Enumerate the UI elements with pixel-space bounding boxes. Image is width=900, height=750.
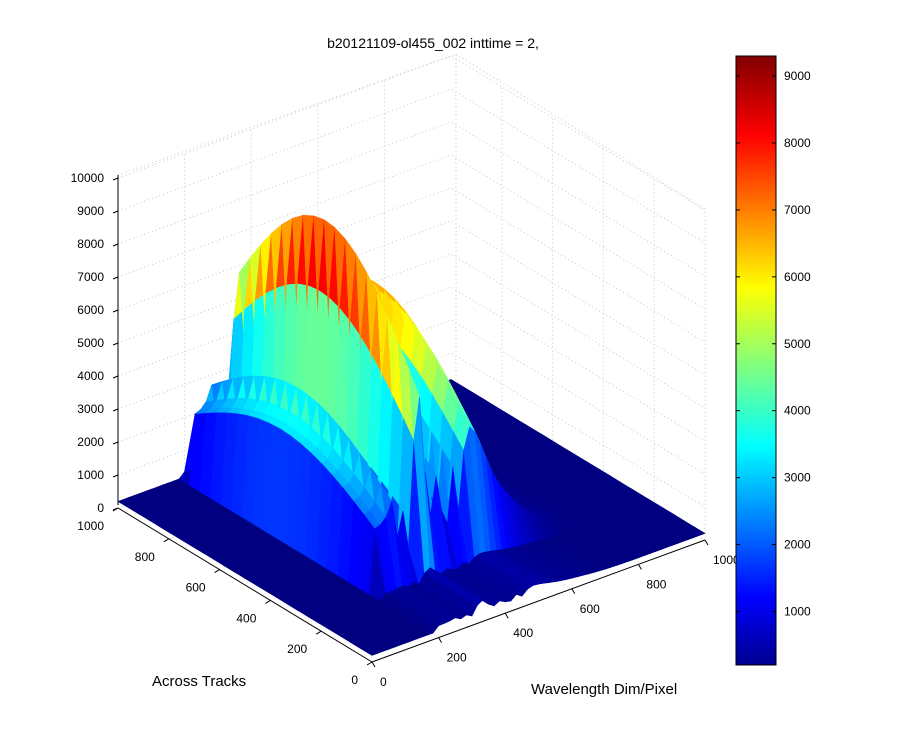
y-axis-line (117, 507, 373, 663)
z-tick-mark (112, 210, 119, 214)
y-tick-mark (366, 661, 373, 666)
x-tick-label: 400 (513, 626, 533, 640)
axes (117, 175, 706, 663)
z-tick-label: 9000 (77, 204, 104, 218)
z-tick-label: 1000 (77, 468, 104, 482)
z-tick-mark (112, 375, 119, 379)
colorbar-gradient (735, 55, 777, 666)
y-tick-label: 1000 (77, 519, 104, 533)
y-tick-mark (265, 599, 271, 604)
colorbar-tick-label: 8000 (784, 136, 811, 150)
y-tick-mark (112, 507, 119, 512)
z-tick-mark (112, 309, 119, 313)
colorbar-tick-label: 4000 (784, 404, 811, 418)
colorbar-ticks: 1000 2000 3000 4000 5000 6000 7000 8000 9000 (736, 69, 811, 618)
z-tick-mark (112, 276, 119, 280)
surface-patch (688, 526, 706, 536)
y-tick-label: 600 (186, 581, 206, 595)
x-tick-label: 800 (646, 577, 666, 591)
x-tick-label: 200 (447, 651, 467, 665)
z-tick-label: 7000 (77, 270, 104, 284)
colorbar-tick-label: 3000 (784, 471, 811, 485)
x-tick-mark (571, 588, 576, 595)
chart-title: b20121109-ol455_002 inttime = 2, (327, 35, 539, 51)
y-tick-label: 200 (287, 642, 307, 656)
y-tick-label: 0 (351, 673, 358, 687)
y-tick-label: 800 (135, 550, 155, 564)
y-tick-label: 400 (236, 611, 256, 625)
y-tick-mark (163, 538, 170, 543)
y-axis-label: Across Tracks (152, 673, 246, 690)
z-tick-mark (112, 441, 119, 445)
colorbar-tick-label: 6000 (784, 270, 811, 284)
colorbar-tick-label: 7000 (784, 203, 811, 217)
y-tick-mark (214, 569, 220, 574)
x-tick-mark (438, 637, 443, 643)
x-tick-mark (637, 564, 642, 570)
x-axis-line (371, 539, 706, 663)
z-tick-mark (112, 177, 119, 181)
z-tick-label: 3000 (77, 402, 104, 416)
y-axis-ticks: 0 200 400 600 800 1000 (77, 507, 373, 687)
colorbar: 1000 2000 3000 4000 5000 6000 7000 8000 9000 (735, 55, 811, 666)
z-tick-label: 10000 (71, 171, 105, 185)
z-tick-mark (112, 243, 119, 247)
y-tick-mark (315, 630, 322, 635)
colorbar-tick-label: 9000 (784, 69, 811, 83)
colorbar-tick-label: 2000 (784, 538, 811, 552)
x-axis-label: Wavelength Dim/Pixel (531, 681, 677, 698)
x-tick-mark (504, 612, 509, 619)
z-tick-label: 0 (97, 501, 104, 515)
x-tick-label: 0 (380, 675, 387, 689)
x-tick-label: 600 (580, 602, 600, 616)
x-tick-label: 1000 (713, 553, 740, 567)
x-tick-mark (704, 539, 709, 546)
surface-plot (117, 214, 706, 656)
z-tick-label: 6000 (77, 303, 104, 317)
z-tick-mark (112, 474, 119, 478)
colorbar-tick-label: 1000 (784, 604, 811, 618)
z-tick-mark (112, 342, 119, 346)
colorbar-tick-label: 5000 (784, 337, 811, 351)
x-axis-ticks: 0 200 400 600 800 1000 (371, 539, 740, 689)
z-tick-label: 5000 (77, 336, 104, 350)
z-tick-mark (112, 408, 119, 412)
z-tick-label: 8000 (77, 237, 104, 251)
z-tick-label: 4000 (77, 369, 104, 383)
x-tick-mark (371, 661, 376, 668)
z-tick-label: 2000 (77, 435, 104, 449)
z-axis-ticks: 0 1000 2000 3000 4000 5000 6000 7000 8000 9000 100… (71, 171, 119, 515)
